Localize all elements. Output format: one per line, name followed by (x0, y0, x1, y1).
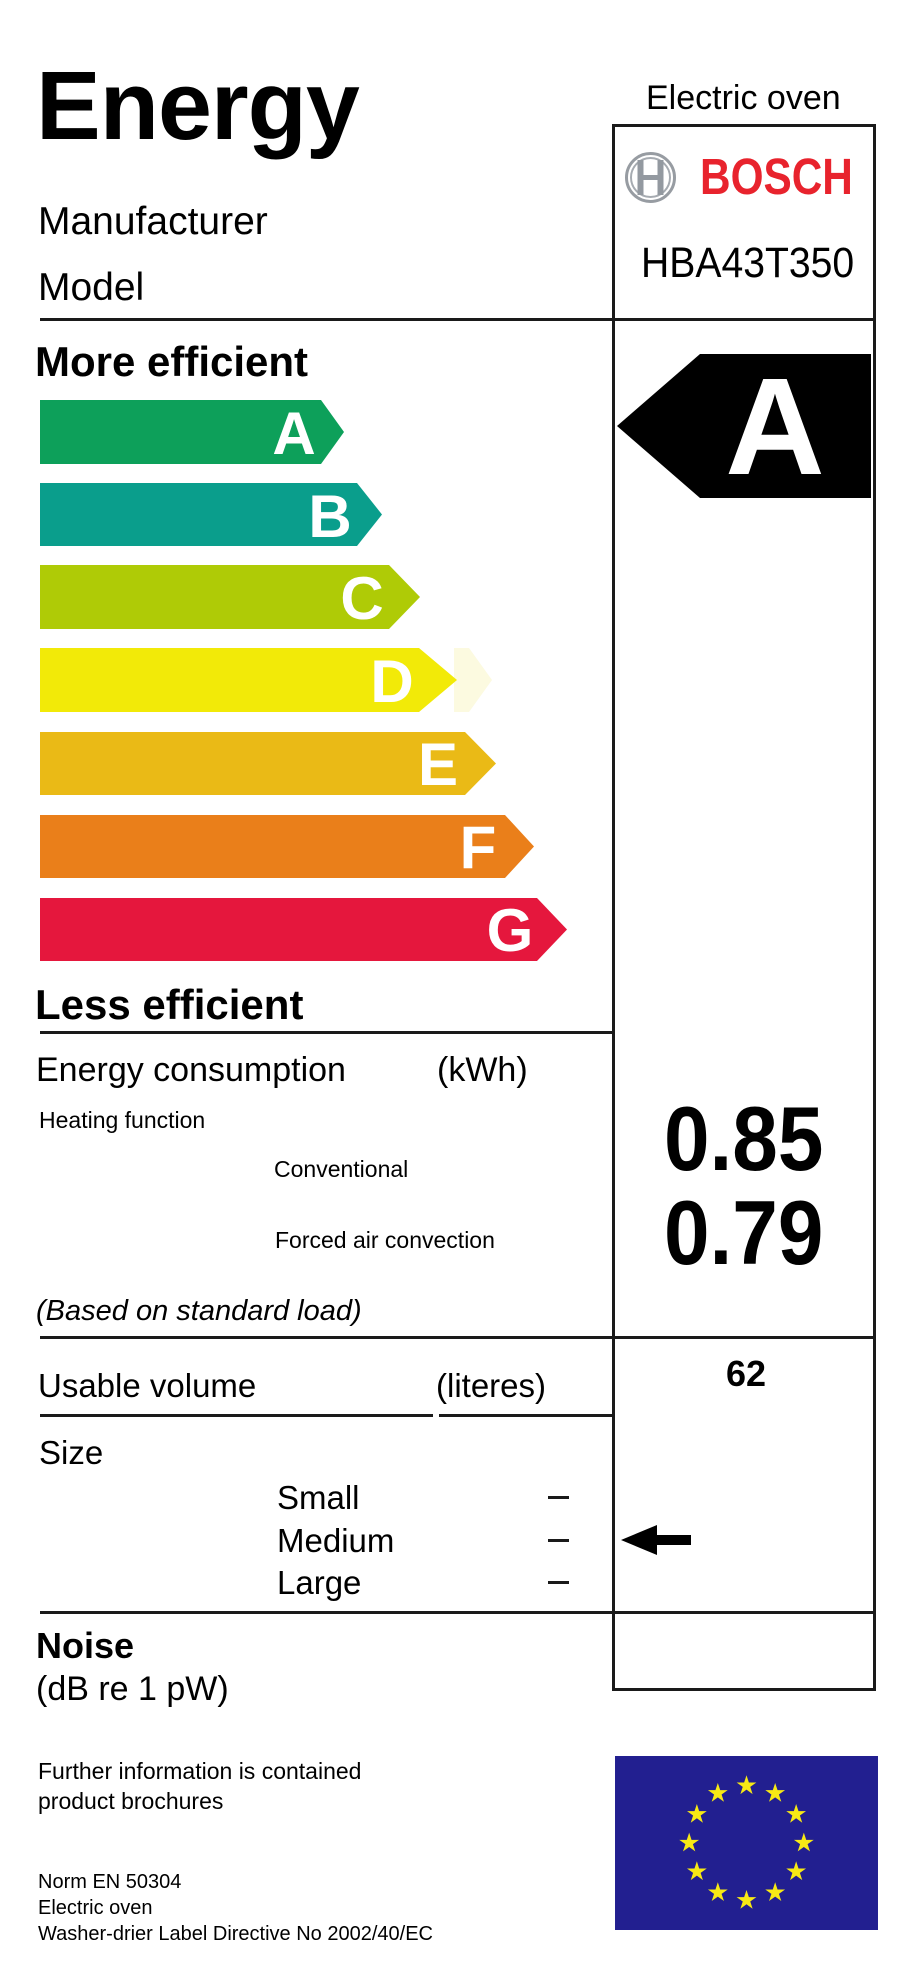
svg-text:A: A (725, 352, 825, 500)
svg-text:G: G (487, 897, 534, 964)
svg-text:C: C (340, 565, 383, 632)
svg-text:B: B (308, 483, 351, 550)
svg-text:E: E (418, 731, 458, 798)
svg-text:F: F (460, 814, 497, 881)
svg-text:D: D (370, 648, 413, 715)
svg-text:A: A (272, 400, 315, 467)
